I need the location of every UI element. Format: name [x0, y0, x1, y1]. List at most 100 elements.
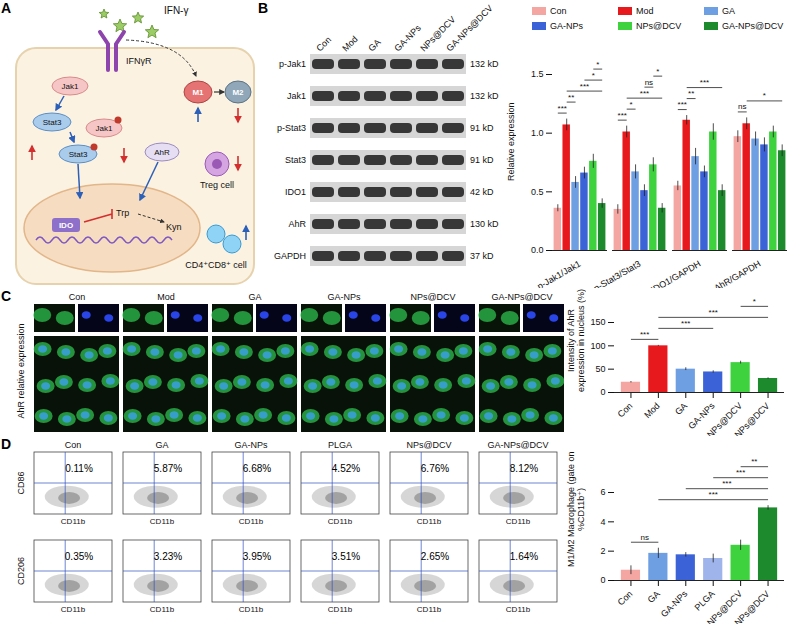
svg-text:Mod: Mod	[340, 34, 359, 53]
svg-text:1.5: 1.5	[531, 69, 544, 79]
svg-text:GA: GA	[673, 401, 689, 417]
svg-text:CD11b: CD11b	[417, 517, 442, 526]
svg-text:50: 50	[595, 364, 605, 374]
svg-text:*: *	[763, 91, 766, 100]
svg-text:91 kD: 91 kD	[470, 155, 494, 165]
svg-text:Jak1: Jak1	[96, 124, 113, 133]
svg-text:1.64%: 1.64%	[510, 551, 538, 562]
svg-text:Con: Con	[616, 589, 635, 608]
svg-text:Stat3: Stat3	[69, 150, 88, 159]
svg-text:p-Stat3: p-Stat3	[277, 123, 306, 133]
svg-text:*: *	[592, 71, 595, 80]
svg-text:PLGA: PLGA	[693, 589, 717, 613]
svg-text:GA-NPs@DCV: GA-NPs@DCV	[721, 401, 771, 436]
svg-text:***: ***	[736, 468, 745, 477]
svg-text:100: 100	[590, 341, 605, 351]
svg-text:***: ***	[709, 490, 718, 499]
svg-text:132 kD: 132 kD	[470, 59, 499, 69]
svg-text:0.35%: 0.35%	[65, 551, 93, 562]
svg-text:3.23%: 3.23%	[154, 551, 182, 562]
svg-text:CD11b: CD11b	[239, 605, 264, 614]
svg-text:NPs@DCV: NPs@DCV	[406, 440, 451, 450]
svg-text:Mod: Mod	[642, 401, 661, 420]
svg-text:***: ***	[618, 111, 627, 120]
svg-text:CD11b: CD11b	[506, 517, 531, 526]
svg-text:GAPDH: GAPDH	[274, 251, 306, 261]
svg-text:0.5: 0.5	[531, 187, 544, 197]
svg-text:***: ***	[640, 330, 649, 339]
svg-text:CD4⁺CD8⁺ cell: CD4⁺CD8⁺ cell	[185, 260, 247, 270]
svg-text:AhR: AhR	[288, 219, 306, 229]
svg-text:ns: ns	[645, 78, 653, 87]
svg-text:GA-NPs@DCV: GA-NPs@DCV	[491, 292, 552, 302]
svg-text:Stat3: Stat3	[43, 118, 62, 127]
svg-text:8.12%: 8.12%	[510, 463, 538, 474]
svg-text:2: 2	[600, 546, 605, 556]
svg-text:CD11b: CD11b	[61, 605, 86, 614]
svg-text:0: 0	[600, 575, 605, 585]
svg-text:***: ***	[681, 319, 690, 328]
svg-text:GA-NPs@DCV: GA-NPs@DCV	[444, 3, 494, 53]
svg-text:ns: ns	[738, 102, 746, 111]
svg-text:AhR relative expression: AhR relative expression	[16, 323, 26, 418]
svg-text:GA-NPs: GA-NPs	[234, 440, 268, 450]
svg-text:***: ***	[700, 78, 709, 87]
svg-text:Treg cell: Treg cell	[200, 180, 234, 190]
svg-text:Con: Con	[69, 292, 86, 302]
svg-text:CD11b: CD11b	[61, 517, 86, 526]
svg-text:CD86: CD86	[16, 471, 26, 494]
svg-text:GA-NPs: GA-NPs	[327, 292, 361, 302]
svg-text:CD11b: CD11b	[150, 517, 175, 526]
svg-text:CD11b: CD11b	[328, 517, 353, 526]
svg-text:4.52%: 4.52%	[332, 463, 360, 474]
svg-text:AhR: AhR	[154, 148, 170, 157]
svg-text:AhR/GAPDH: AhR/GAPDH	[712, 259, 762, 288]
svg-text:0: 0	[600, 387, 605, 397]
svg-text:ns: ns	[640, 533, 648, 542]
svg-text:42 kD: 42 kD	[470, 187, 494, 197]
svg-text:M1: M1	[192, 88, 204, 97]
svg-text:GA-NPs: GA-NPs	[392, 23, 423, 54]
svg-text:Jak1: Jak1	[62, 82, 79, 91]
svg-text:*: *	[753, 297, 756, 306]
svg-text:0.11%: 0.11%	[65, 463, 93, 474]
svg-text:*: *	[630, 100, 633, 109]
svg-text:3.95%: 3.95%	[243, 551, 271, 562]
svg-text:4: 4	[600, 517, 605, 527]
svg-text:132 kD: 132 kD	[470, 91, 499, 101]
svg-text:IFN-γ: IFN-γ	[164, 5, 188, 16]
svg-text:IDO: IDO	[59, 221, 73, 230]
svg-text:150: 150	[590, 317, 605, 327]
svg-text:Con: Con	[616, 401, 635, 420]
svg-text:CD11b: CD11b	[417, 605, 442, 614]
svg-text:Mod: Mod	[157, 292, 175, 302]
svg-text:***: ***	[709, 308, 718, 317]
svg-text:*: *	[596, 60, 599, 69]
svg-text:GA-NPs: GA-NPs	[659, 588, 690, 619]
svg-text:GA: GA	[248, 292, 261, 302]
svg-text:1.0: 1.0	[531, 128, 544, 138]
svg-text:GA-NPs@DCV: GA-NPs@DCV	[487, 440, 548, 450]
svg-text:CD11b: CD11b	[239, 517, 264, 526]
svg-text:Con: Con	[65, 440, 82, 450]
svg-text:GA: GA	[366, 37, 382, 53]
svg-text:130 kD: 130 kD	[470, 219, 499, 229]
svg-text:IDO1/GAPDH: IDO1/GAPDH	[649, 259, 702, 288]
svg-text:CD11b: CD11b	[506, 605, 531, 614]
svg-text:**: **	[568, 93, 574, 102]
svg-text:**: **	[688, 89, 694, 98]
svg-text:IDO1: IDO1	[285, 187, 306, 197]
svg-text:***: ***	[558, 104, 567, 113]
svg-text:3.51%: 3.51%	[332, 551, 360, 562]
svg-text:CD11b: CD11b	[328, 605, 353, 614]
svg-text:Jak1: Jak1	[287, 91, 306, 101]
svg-text:p-Jak1/Jak1: p-Jak1/Jak1	[535, 259, 582, 288]
svg-text:**: **	[751, 457, 757, 466]
svg-text:5.87%: 5.87%	[154, 463, 182, 474]
svg-text:IFNγR: IFNγR	[126, 56, 152, 66]
svg-text:***: ***	[580, 82, 589, 91]
svg-text:***: ***	[640, 89, 649, 98]
svg-text:Kyn: Kyn	[166, 222, 182, 232]
svg-text:6.68%: 6.68%	[243, 463, 271, 474]
svg-text:GA-NPs@DCV: GA-NPs@DCV	[721, 589, 771, 624]
